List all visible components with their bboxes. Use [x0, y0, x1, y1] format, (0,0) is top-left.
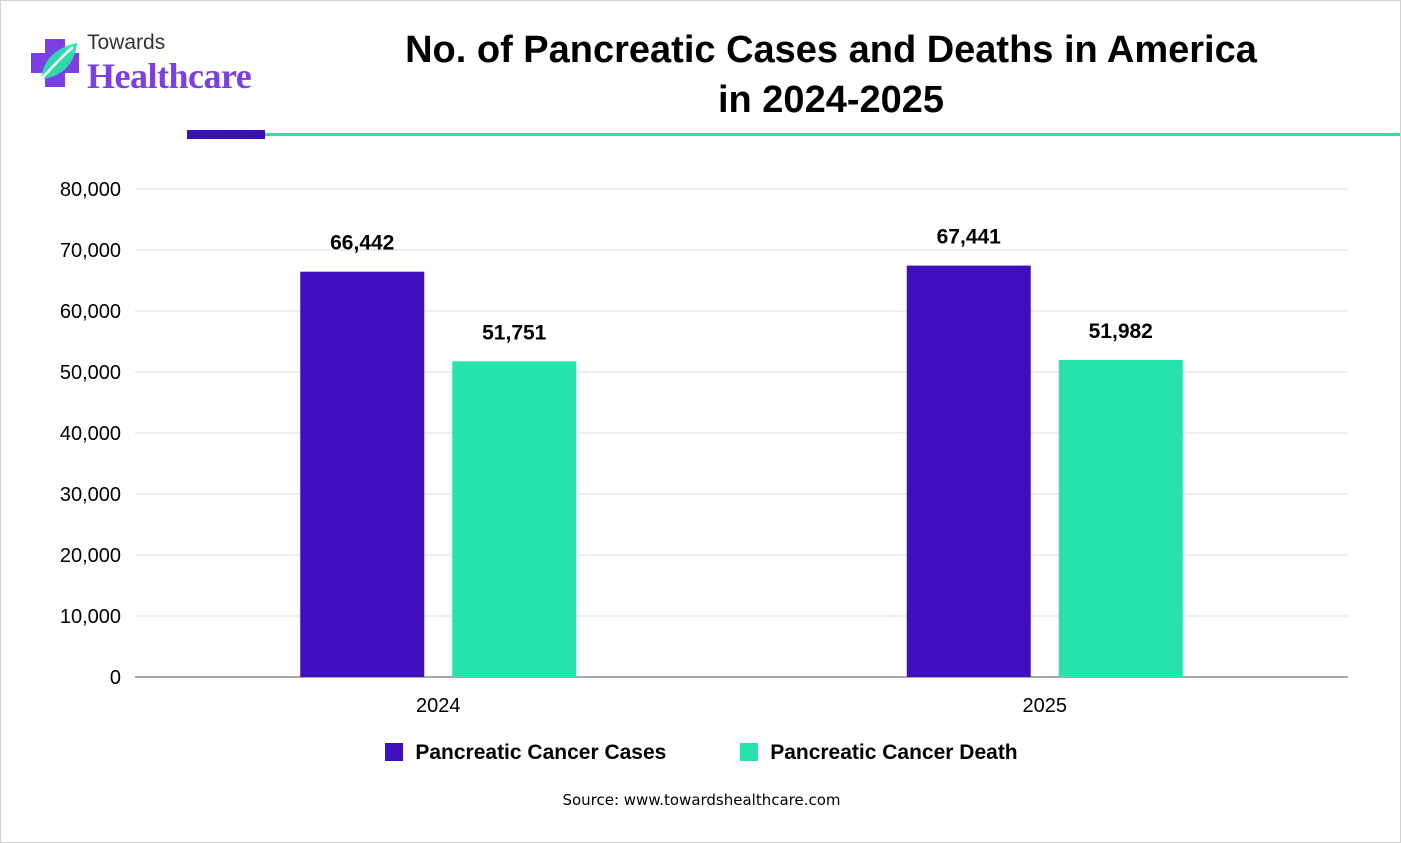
legend-item-death: Pancreatic Cancer Death	[740, 741, 1018, 765]
y-tick-label: 70,000	[60, 240, 121, 262]
data-label: 51,751	[482, 321, 547, 344]
data-label: 51,982	[1089, 320, 1153, 343]
y-tick-label: 80,000	[60, 179, 121, 201]
y-tick-label: 10,000	[60, 606, 121, 628]
y-axis-ticks: 0 10,000 20,000 30,000 40,000 50,000 60,000 70,…	[60, 179, 121, 689]
legend-item-cases: Pancreatic Cancer Cases	[385, 741, 666, 765]
bar-death-2024	[452, 361, 577, 677]
brand-name-large: Healthcare	[87, 56, 252, 96]
bar-death-2025	[1058, 359, 1183, 677]
data-labels: 66,442 51,751 67,441 51,982	[330, 226, 1153, 345]
y-tick-label: 40,000	[60, 423, 121, 445]
title-rule-accent	[187, 130, 265, 139]
y-tick-label: 20,000	[60, 545, 121, 567]
legend-swatch-cases	[385, 743, 404, 762]
x-axis-ticks: 2024 2025	[416, 695, 1067, 717]
legend-swatch-death	[740, 743, 759, 762]
title-rule-line	[265, 133, 1400, 136]
data-label: 66,442	[330, 232, 394, 255]
legend-label-cases: Pancreatic Cancer Cases	[415, 741, 667, 765]
chart-title-line-2: in 2024-2025	[717, 79, 945, 121]
bar-cases-2025	[906, 265, 1031, 677]
legend: Pancreatic Cancer Cases Pancreatic Cance…	[1, 741, 1400, 765]
y-tick-label: 50,000	[60, 362, 121, 384]
legend-label-death: Pancreatic Cancer Death	[770, 741, 1018, 765]
medical-cross-icon	[31, 39, 79, 87]
y-tick-label: 0	[110, 667, 121, 689]
bar-cases-2024	[300, 271, 425, 677]
y-tick-label: 30,000	[60, 484, 121, 506]
brand-name-small: Towards	[87, 31, 166, 54]
chart-title: No. of Pancreatic Cases and Deaths in Am…	[331, 25, 1331, 125]
bars	[300, 265, 1183, 677]
brand-logo: Towards Healthcare	[27, 29, 287, 99]
chart-title-line-1: No. of Pancreatic Cases and Deaths in Am…	[405, 29, 1257, 71]
x-tick-label: 2024	[416, 695, 461, 717]
data-label: 67,441	[937, 226, 1002, 249]
source-note: Source: www.towardshealthcare.com	[562, 791, 841, 809]
x-tick-label: 2025	[1023, 695, 1068, 717]
y-tick-label: 60,000	[60, 301, 121, 323]
